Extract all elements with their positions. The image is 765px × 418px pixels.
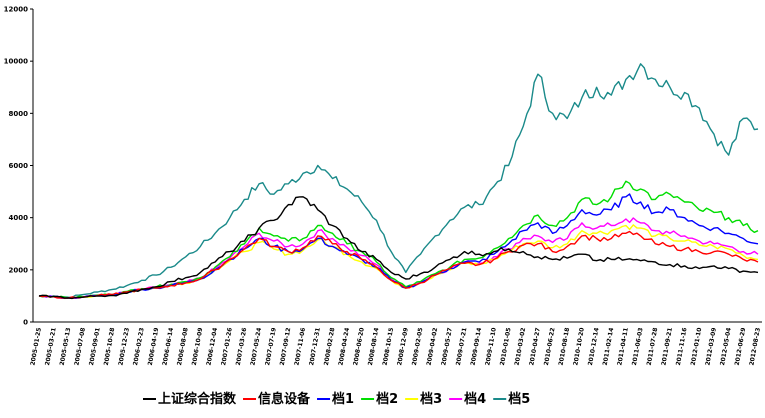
x-tick-label: 2008-02-28	[323, 327, 337, 366]
chart-legend: 上证综合指数 信息设备 档1 档2 档3 档4 档5	[143, 391, 530, 407]
x-tick-label: 2006-10-09	[191, 327, 205, 366]
series-line	[38, 196, 759, 300]
x-tick-label: 2008-04-24	[338, 327, 352, 366]
x-tick-label: 2011-07-28	[646, 327, 660, 366]
y-tick-label: 0	[23, 319, 28, 327]
legend-label: 上证综合指数	[158, 391, 237, 407]
x-tick-label: 2005-10-28	[103, 327, 117, 366]
x-tick-label: 2006-06-14	[162, 327, 176, 366]
x-tick-label: 2005-05-13	[59, 327, 73, 366]
y-tick-label: 4000	[9, 214, 29, 222]
x-tick-label: 2007-05-24	[250, 327, 264, 366]
x-tick-label: 2007-09-12	[279, 327, 293, 366]
x-tick-label: 2009-05-27	[440, 327, 454, 366]
legend-label: 信息设备	[258, 391, 311, 407]
x-tick-label: 2009-11-10	[484, 327, 498, 366]
legend-label: 档1	[332, 391, 354, 407]
x-tick-label: 2012-06-29	[734, 327, 748, 366]
x-tick-label: 2006-02-23	[132, 327, 146, 366]
x-tick-label: 2009-04-02	[426, 327, 440, 366]
series-layer	[38, 63, 759, 300]
x-tick-label: 2011-09-21	[660, 327, 674, 366]
series-line	[39, 63, 759, 298]
x-tick-label: 2005-09-01	[88, 327, 102, 366]
x-tick-label: 2007-12-31	[308, 327, 322, 366]
x-tick-label: 2008-12-09	[396, 327, 410, 366]
x-tick-label: 2005-07-08	[73, 327, 87, 366]
x-tick-label: 2011-02-14	[602, 327, 616, 366]
x-tick-label: 2010-10-20	[572, 327, 586, 366]
x-tick-label: 2007-03-26	[235, 327, 249, 366]
x-tick-label: 2012-03-09	[704, 327, 718, 366]
x-tick-label: 2010-01-05	[499, 327, 513, 366]
x-tick-label: 2008-06-20	[352, 327, 366, 366]
series-line	[38, 217, 759, 299]
legend-label: 档5	[508, 391, 530, 407]
x-tick-label: 2009-09-14	[470, 327, 484, 366]
x-tick-label: 2010-03-02	[514, 327, 528, 366]
y-tick-label: 12000	[4, 6, 28, 14]
y-tick-label: 8000	[9, 110, 29, 118]
x-tick-label: 2006-04-19	[147, 327, 161, 366]
x-tick-label: 2010-08-18	[558, 327, 572, 366]
x-tick-label: 2011-06-03	[631, 327, 645, 366]
x-tick-label: 2010-06-22	[543, 327, 557, 366]
x-tick-label: 2012-08-23	[748, 327, 762, 366]
x-tick-label: 2007-01-26	[220, 327, 234, 366]
y-tick-label: 2000	[9, 266, 29, 274]
x-tick-label: 2010-12-14	[587, 327, 601, 366]
chart-axes	[30, 8, 762, 323]
x-tick-label: 2006-08-08	[176, 327, 190, 366]
y-tick-label: 10000	[4, 58, 28, 66]
x-tick-label: 2005-01-25	[29, 327, 43, 366]
x-tick-label: 2012-05-04	[719, 327, 733, 366]
x-tick-label: 2009-02-05	[411, 327, 425, 366]
x-tick-label: 2006-12-04	[206, 327, 220, 366]
x-tick-label: 2008-08-14	[367, 327, 381, 366]
x-tick-label: 2012-01-10	[690, 327, 704, 366]
x-tick-label: 2005-03-21	[44, 327, 58, 366]
x-tick-label: 2010-04-27	[528, 327, 542, 366]
x-tick-label: 2009-07-21	[455, 327, 469, 366]
x-tick-label: 2008-10-15	[382, 327, 396, 366]
x-tick-label: 2011-04-11	[616, 327, 630, 366]
legend-label: 档4	[464, 391, 486, 407]
series-line	[38, 180, 759, 299]
x-tick-label: 2011-11-16	[675, 327, 689, 366]
y-tick-labels: 0 2000 4000 6000 8000 10000 12000	[4, 6, 28, 327]
legend-label: 档3	[420, 391, 442, 407]
legend-label: 档2	[376, 391, 398, 407]
y-tick-label: 6000	[9, 162, 29, 170]
series-line	[38, 230, 759, 299]
x-tick-labels: 2005-01-25 2005-03-21 2005-05-13 2005-07-08…	[29, 327, 762, 366]
x-tick-label: 2005-12-23	[117, 327, 131, 366]
x-tick-label: 2007-11-06	[294, 327, 308, 366]
x-tick-label: 2007-07-19	[264, 327, 278, 366]
